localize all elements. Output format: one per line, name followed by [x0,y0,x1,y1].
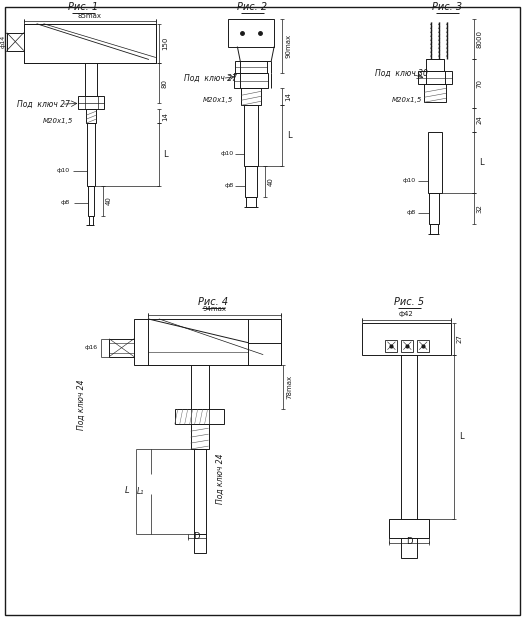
Bar [7,33,24,51]
Text: Под ключ 24: Под ключ 24 [77,379,86,430]
Bar [424,84,446,102]
Text: Под ключ 24: Под ключ 24 [216,454,225,504]
Text: 150: 150 [162,37,168,50]
Bar [417,340,429,352]
Text: ф10: ф10 [403,178,416,183]
Bar [234,74,268,88]
Bar [86,109,96,123]
Bar [228,19,274,46]
Bar [134,319,281,365]
Bar [89,216,93,226]
Text: Под  ключ 27: Под ключ 27 [17,99,70,109]
Text: М20х1,5: М20х1,5 [203,97,234,103]
Bar [191,424,209,449]
Bar [85,64,97,96]
Bar [429,193,439,224]
Text: 8000: 8000 [477,30,483,48]
Bar [428,132,442,193]
Bar [109,339,134,357]
Text: 85max: 85max [78,13,102,19]
Bar [194,533,205,553]
Text: 40: 40 [268,177,274,185]
Text: ф42: ф42 [399,311,413,317]
Text: L: L [479,158,484,167]
Text: D: D [406,538,412,546]
Text: Под  ключ 30: Под ключ 30 [375,69,428,78]
Text: 80: 80 [162,79,168,88]
Text: ф10: ф10 [220,151,233,156]
Bar [362,323,451,355]
Text: L: L [287,131,292,140]
Text: М20х1,5: М20х1,5 [392,97,422,103]
Text: ф14: ф14 [1,35,5,48]
Text: ф16: ф16 [85,345,98,350]
Text: ф8: ф8 [60,200,69,205]
Text: Рис. 5: Рис. 5 [394,297,424,307]
Text: М20х1,5: М20х1,5 [43,118,74,124]
Text: Рис. 1: Рис. 1 [68,2,99,12]
Bar [24,23,156,64]
Text: 14: 14 [285,92,291,101]
Text: 14: 14 [162,112,168,121]
Text: ф8: ф8 [224,183,233,188]
Text: L: L [163,150,168,159]
Text: Под  ключ 27: Под ключ 27 [184,74,237,83]
Bar [401,340,413,352]
Text: Рис. 2: Рис. 2 [237,2,267,12]
Bar [244,105,258,166]
Text: Рис. 3: Рис. 3 [432,2,462,12]
Bar [194,449,205,533]
Text: L: L [459,432,464,441]
Bar [426,59,444,72]
Text: ф8: ф8 [407,210,416,215]
Bar [401,355,417,519]
Bar [389,519,429,538]
Bar [386,340,397,352]
Bar [175,409,224,424]
Text: 94max: 94max [202,306,226,312]
Bar [88,123,95,185]
Bar [418,72,452,84]
Bar [246,197,256,206]
Text: ф10: ф10 [56,168,69,173]
Bar [401,538,417,559]
Text: 78max: 78max [286,375,292,399]
Bar [191,365,209,409]
Bar [89,185,94,216]
Text: D: D [193,533,200,541]
Text: 90max: 90max [285,34,291,58]
Text: 32: 32 [477,204,483,213]
Text: 70: 70 [477,79,483,88]
Text: L: L [124,486,129,495]
Text: Рис. 4: Рис. 4 [199,297,228,307]
Text: L₁: L₁ [137,487,144,496]
Text: 24: 24 [477,116,483,124]
Bar [242,88,261,105]
Bar [430,224,438,234]
Text: 27: 27 [457,334,463,343]
Bar [235,61,267,74]
Bar [79,96,104,109]
Text: 40: 40 [106,196,112,205]
Bar [245,166,257,197]
